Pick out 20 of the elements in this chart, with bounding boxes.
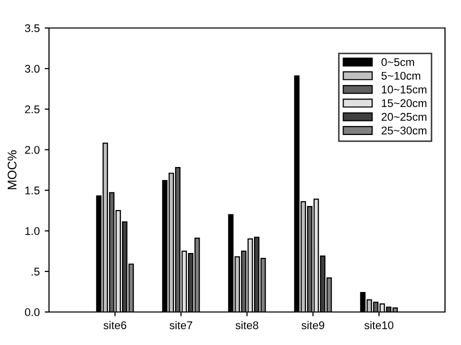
- legend-label: 0~5cm: [382, 58, 414, 66]
- legend-label: 5~10cm: [382, 72, 420, 80]
- x-tick-label: site6: [104, 321, 126, 330]
- y-tick-label: .5: [32, 268, 40, 276]
- legend-label: 20~25cm: [382, 112, 426, 121]
- y-axis-title: MOC%: [8, 150, 16, 190]
- x-tick-label: site10: [364, 321, 394, 330]
- y-tick-label: 3.0: [24, 64, 40, 73]
- legend-label: 10~15cm: [382, 86, 426, 94]
- y-tick-label: 3.5: [24, 24, 40, 32]
- x-tick-label: site9: [302, 321, 324, 330]
- legend-label: 15~20cm: [382, 99, 426, 108]
- y-tick-label: 2.0: [25, 146, 40, 154]
- y-tick-label: 1.5: [25, 186, 40, 194]
- x-tick-label: site7: [170, 321, 192, 330]
- y-tick-label: 2.5: [25, 105, 40, 114]
- legend-label: 25~30cm: [382, 126, 426, 134]
- y-tick-label: 0.0: [24, 308, 40, 316]
- x-tick-label: site8: [236, 321, 258, 330]
- y-tick-label: 1.0: [25, 227, 40, 235]
